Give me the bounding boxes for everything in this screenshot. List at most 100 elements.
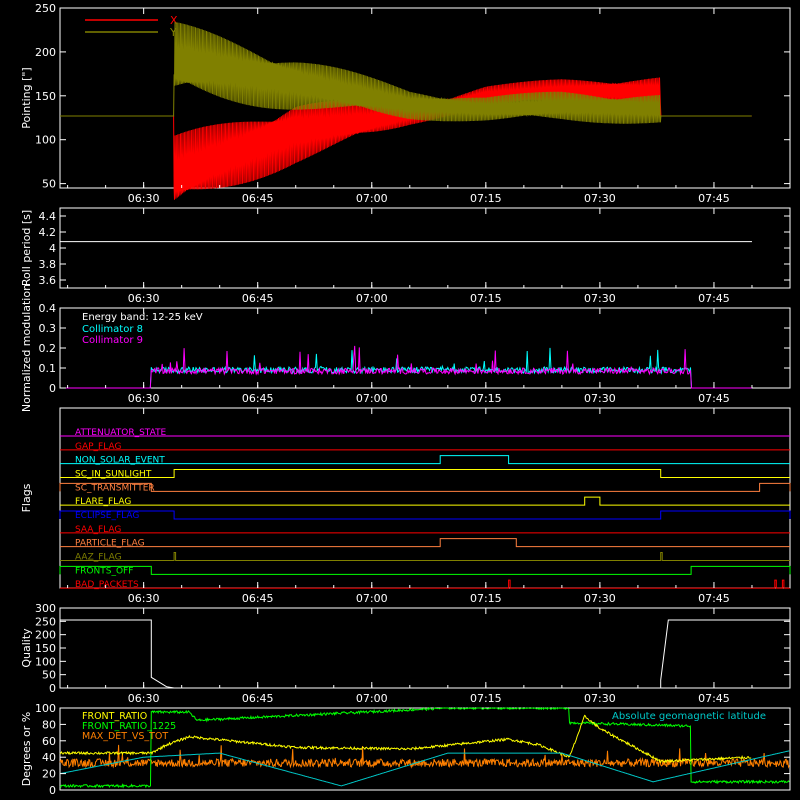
x-tick-label: 07:15 [470, 592, 502, 605]
y-tick-label: 0.3 [39, 322, 57, 335]
x-tick-label: 07:45 [698, 392, 730, 405]
y-tick-label: 4.2 [39, 226, 57, 239]
series-front-ratio-1225-line [59, 707, 790, 789]
x-tick-label: 06:45 [242, 692, 274, 705]
y-tick-label: 4.4 [39, 210, 57, 223]
x-tick-label: 07:00 [356, 592, 388, 605]
flag-label-sc_in_sunlight: SC_IN_SUNLIGHT [75, 470, 152, 480]
legend-label-absolute-geomagnetic-latitude: Absolute geomagnetic latitude [612, 711, 766, 722]
x-tick-label: 06:45 [242, 392, 274, 405]
x-tick-label: 07:30 [584, 392, 616, 405]
flag-line-sc_in_sunlight [60, 469, 790, 478]
y-tick-label: 50 [42, 178, 56, 191]
flag-line-eclipse_flag [59, 510, 791, 520]
y-tick-label: 150 [35, 642, 56, 655]
flag-line-flare_flag [60, 496, 790, 506]
x-tick-label: 07:00 [356, 292, 388, 305]
legend-label-max-det-vs-tot: MAX_DET_VS_TOT [82, 731, 168, 742]
flag-line-non_solar_event [60, 455, 790, 465]
x-tick-label: 07:00 [356, 192, 388, 205]
panel-frame [59, 207, 791, 289]
x-tick-label: 07:45 [698, 292, 730, 305]
flag-line-aaz_flag [60, 552, 790, 561]
legend-label-front-ratio-1225: FRONT_RATIO_1225 [82, 721, 176, 732]
x-tick-label: 07:45 [698, 592, 730, 605]
x-tick-label: 06:30 [128, 192, 160, 205]
y-tick-label: 0.2 [39, 342, 57, 355]
y-tick-label: 0 [49, 382, 56, 395]
legend-label-collimator-9: Collimator 9 [82, 335, 143, 346]
y-tick-label: 50 [42, 669, 56, 682]
x-tick-label: 07:30 [584, 192, 616, 205]
flag-label-aaz_flag: AAZ_FLAG [75, 553, 122, 563]
flag-line-particle_flag [60, 538, 790, 548]
y-tick-label: 200 [35, 46, 56, 59]
flags-panel: ATTENUATOR_STATE GAP_FLAG NON_SOLAR_EVENT S… [20, 407, 791, 605]
x-tick-label: 07:15 [470, 192, 502, 205]
series-front-ratio-line [59, 714, 752, 764]
y-tick-label: 0.1 [39, 362, 57, 375]
legend-label-X: X [170, 14, 178, 27]
x-tick-label: 06:30 [128, 592, 160, 605]
flag-label-non_solar_event: NON_SOLAR_EVENT [75, 456, 165, 466]
x-tick-label: 06:45 [242, 292, 274, 305]
x-tick-label: 07:45 [698, 192, 730, 205]
y-tick-label: 250 [35, 2, 56, 15]
y-axis-label: Flags [20, 483, 33, 512]
x-tick-label: 07:15 [470, 392, 502, 405]
y-tick-label: 150 [35, 90, 56, 103]
panel-frame [59, 707, 791, 791]
x-tick-label: 07:45 [698, 692, 730, 705]
y-tick-label: 4 [49, 242, 56, 255]
x-tick-label: 06:30 [128, 292, 160, 305]
x-tick-label: 07:00 [356, 692, 388, 705]
y-tick-label: 40 [42, 751, 56, 764]
y-tick-label: 80 [42, 718, 56, 731]
y-tick-label: 0 [49, 682, 56, 695]
energy-band-annotation: Energy band: 12-25 keV [82, 312, 203, 323]
series-Y-line [60, 21, 752, 124]
flag-label-fronts_off: FRONTS_OFF [75, 566, 133, 576]
y-tick-label: 300 [35, 602, 56, 615]
x-tick-label: 06:30 [128, 392, 160, 405]
x-tick-label: 07:30 [584, 592, 616, 605]
flag-label-attenuator_state: ATTENUATOR_STATE [75, 428, 167, 438]
y-tick-label: 0 [49, 784, 56, 797]
y-axis-label: Quality [20, 628, 33, 668]
y-tick-label: 3.6 [39, 274, 57, 287]
y-tick-label: 200 [35, 629, 56, 642]
legend-label-Y: Y [169, 26, 177, 39]
y-tick-label: 100 [35, 702, 56, 715]
y-tick-label: 100 [35, 134, 56, 147]
x-tick-label: 06:30 [128, 692, 160, 705]
y-axis-label: Normalized modulation [20, 284, 33, 412]
flag-label-sc_transmitter: SC_TRANSMITTER [75, 483, 155, 493]
x-tick-label: 07:30 [584, 292, 616, 305]
legend-label-front-ratio: FRONT_RATIO [82, 711, 147, 722]
y-tick-label: 250 [35, 615, 56, 628]
flag-line-sc_transmitter [59, 482, 791, 492]
y-axis-label: Roll period [s] [20, 210, 33, 286]
flag-label-eclipse_flag: ECLIPSE_FLAG [75, 511, 139, 521]
pointing-panel: XY 50 100 150 200 250 06:30 06:45 07:00 07:15 07:3… [20, 2, 791, 205]
flag-label-bad_packets: BAD_PACKETS [75, 580, 139, 590]
flag-label-particle_flag: PARTICLE_FLAG [75, 539, 145, 549]
flag-line-fronts_off [59, 565, 791, 575]
x-tick-label: 07:00 [356, 392, 388, 405]
y-tick-label: 100 [35, 655, 56, 668]
y-tick-label: 60 [42, 735, 56, 748]
series-collimator-9-line [60, 345, 752, 389]
ratio-panel: FRONT_RATIOFRONT_RATIO_1225MAX_DET_VS_TO… [20, 702, 791, 797]
y-tick-label: 0.4 [39, 302, 57, 315]
legend-label-collimator-8: Collimator 8 [82, 324, 143, 335]
quality-line [60, 619, 790, 689]
y-axis-label: Degrees or % [20, 712, 33, 786]
x-tick-label: 06:45 [242, 592, 274, 605]
x-tick-label: 07:15 [470, 292, 502, 305]
roll-period-panel: 3.6 3.8 4 4.2 4.4 06:30 06:45 07:00 07:15 07:30 07… [20, 207, 791, 305]
x-tick-label: 07:15 [470, 692, 502, 705]
